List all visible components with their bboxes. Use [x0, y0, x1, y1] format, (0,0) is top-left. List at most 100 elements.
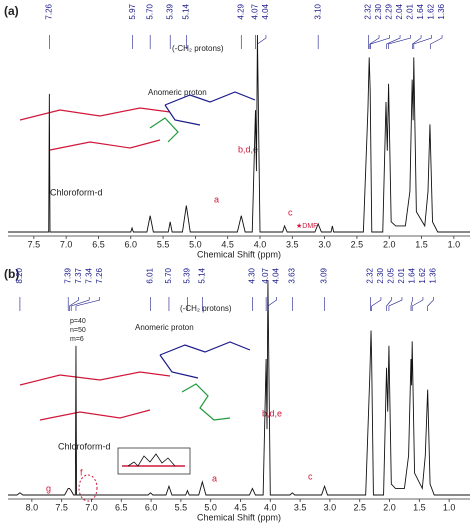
x-tick-label: 3.0: [318, 239, 331, 249]
peak-label: 5.70: [145, 3, 154, 19]
x-tick-label: 3.0: [324, 502, 337, 512]
peak-connector: [413, 35, 432, 49]
peak-label: 2.30: [374, 3, 383, 19]
peak-label: 3.63: [287, 267, 296, 283]
peak-connector: [410, 297, 413, 311]
peak-label: 1.62: [427, 3, 436, 19]
x-tick-label: 7.0: [85, 502, 98, 512]
x-tick-label: 6.5: [92, 239, 105, 249]
peak-label: 6.01: [146, 267, 155, 283]
annotation: b,d,e: [238, 144, 258, 154]
peak-label: 1.36: [429, 267, 438, 283]
x-tick-label: 4.0: [254, 239, 267, 249]
peak-connector: [412, 35, 422, 49]
peak-label: 2.32: [366, 267, 375, 283]
peak-label: 2.30: [376, 267, 385, 283]
peak-label: 4.30: [248, 267, 257, 283]
x-tick-label: 2.0: [383, 239, 396, 249]
peak-label: 2.01: [397, 267, 406, 283]
peak-label: 4.29: [236, 3, 245, 19]
annotation: p=40: [70, 318, 86, 325]
peak-label: 1.36: [437, 3, 446, 19]
x-tick-label: 2.5: [351, 239, 364, 249]
peak-label: 2.04: [395, 3, 404, 19]
peak-label: 5.14: [197, 267, 206, 283]
x-tick-label: 7.5: [28, 239, 41, 249]
peak-connector: [386, 35, 401, 49]
panel-label: (a): [4, 4, 19, 18]
x-tick-label: 4.0: [264, 502, 277, 512]
annotation: Anomeric proton: [135, 323, 194, 332]
peak-connector: [70, 297, 90, 311]
peak-connector: [388, 297, 403, 311]
peak-label: 5.97: [128, 3, 137, 19]
peak-label: 3.10: [313, 3, 322, 19]
x-tick-label: 1.0: [448, 239, 461, 249]
annotation: Chloroform-d: [50, 187, 103, 197]
peak-connector: [411, 297, 424, 311]
peak-connector: [430, 35, 443, 49]
peak-label: 1.64: [408, 267, 417, 283]
peak-label: 1.62: [418, 267, 427, 283]
x-tick-label: 6.0: [145, 502, 158, 512]
peak-label: 7.26: [95, 267, 104, 283]
annotation: g: [46, 483, 51, 493]
peak-label: 2.01: [406, 3, 415, 19]
annotation: a: [212, 473, 217, 483]
x-tick-label: 1.0: [443, 502, 456, 512]
peak-label: 7.26: [44, 3, 53, 19]
panel-label: (b): [4, 267, 19, 281]
peak-connector: [388, 35, 411, 49]
x-tick-label: 4.5: [221, 239, 234, 249]
x-tick-label: 1.5: [415, 239, 428, 249]
peak-label: 4.07: [261, 267, 270, 283]
annotation: n=50: [70, 327, 86, 334]
peak-connector: [386, 297, 392, 311]
inset-trace: [127, 453, 176, 467]
annotation: a: [214, 194, 219, 204]
structure-drawing: [149, 117, 179, 143]
annotation: b,d,e: [262, 408, 282, 418]
peak-connector: [369, 35, 380, 49]
peak-connector: [427, 297, 434, 311]
x-axis-title: Chemical Shift (ppm): [197, 249, 281, 259]
peak-connector: [75, 297, 101, 311]
annotation: ★DMF: [296, 222, 317, 230]
peak-label: 5.39: [165, 3, 174, 19]
x-tick-label: 3.5: [286, 239, 299, 249]
peak-connector: [371, 297, 382, 311]
peak-connector: [257, 35, 267, 49]
peak-label: 5.14: [181, 3, 190, 19]
peak-label: 5.70: [164, 267, 173, 283]
x-tick-label: 7.0: [60, 239, 73, 249]
x-tick-label: 5.0: [204, 502, 217, 512]
x-axis-title: Chemical Shift (ppm): [197, 512, 281, 522]
x-tick-label: 1.5: [413, 502, 426, 512]
x-tick-label: 3.5: [294, 502, 307, 512]
peak-label: 7.37: [74, 267, 83, 283]
x-tick-label: 5.5: [157, 239, 170, 249]
peak-label: 2.32: [364, 3, 373, 19]
structure-drawing: [164, 91, 256, 126]
peak-label: 4.07: [251, 3, 260, 19]
x-tick-label: 4.5: [234, 502, 247, 512]
annotation: Chloroform-d: [58, 441, 111, 451]
annotation: Anomeric proton: [148, 88, 207, 97]
panel-a-labels: (a) Chloroform-d b,d,e a c ★DMF Anomeric…: [4, 4, 317, 230]
annotation: f: [80, 467, 83, 477]
annotation: (-CH₂ protons): [172, 44, 224, 53]
x-tick-label: 2.5: [353, 502, 366, 512]
peak-connector: [370, 35, 390, 49]
spectrum-line: [8, 279, 470, 496]
peak-label: 3.09: [320, 267, 329, 283]
x-tick-label: 7.5: [55, 502, 68, 512]
x-tick-label: 8.0: [26, 502, 39, 512]
peak-label: 1.64: [416, 3, 425, 19]
structure-drawing: [181, 383, 231, 421]
x-tick-label: 5.0: [189, 239, 202, 249]
peak-label: 7.34: [84, 267, 93, 283]
peak-label: 7.39: [63, 267, 72, 283]
annotation: c: [308, 471, 313, 481]
annotation: c: [288, 207, 293, 217]
